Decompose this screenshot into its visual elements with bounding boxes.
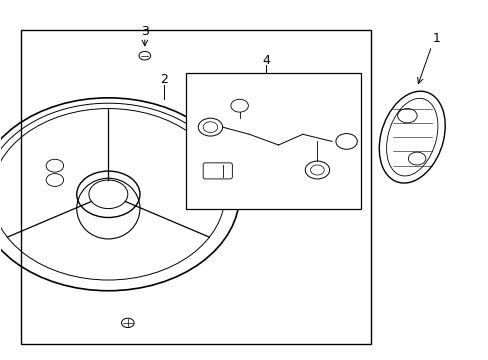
Text: 3: 3 — [141, 25, 148, 38]
Bar — [186, 73, 361, 208]
Text: 1: 1 — [432, 32, 440, 45]
Bar — [21, 30, 370, 344]
Text: 2: 2 — [160, 73, 168, 86]
Text: 4: 4 — [262, 54, 270, 67]
